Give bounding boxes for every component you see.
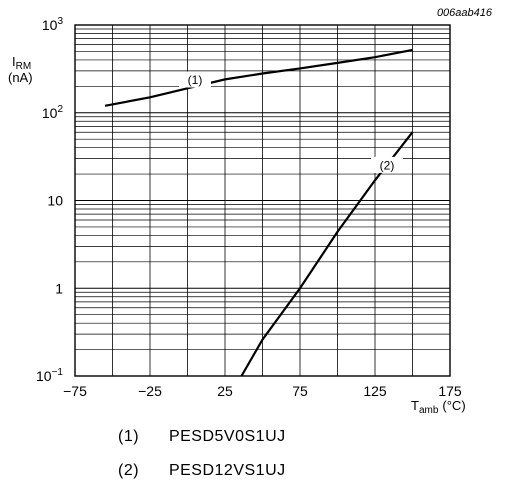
x-tick-label: 175 <box>438 383 462 399</box>
y-tick-label: 102 <box>42 104 64 121</box>
x-tick-label: 125 <box>363 383 387 399</box>
x-tick-label: −75 <box>63 383 87 399</box>
y-tick-label: 10 <box>47 193 63 209</box>
legend-text: PESD12VS1UJ <box>168 462 286 479</box>
legend-text: PESD5V0S1UJ <box>168 428 286 445</box>
legend-number: (1) <box>118 428 140 445</box>
series-label-background <box>371 156 403 173</box>
figure-id: 006aab416 <box>437 7 493 19</box>
legend-item-1: (1) PESD5V0S1UJ <box>118 428 286 446</box>
plot-frame <box>74 24 451 377</box>
y-tick-label: 103 <box>42 16 64 33</box>
x-tick-label: 75 <box>292 383 308 399</box>
x-axis-label: Tamb (°C) <box>411 398 466 416</box>
legend-item-2: (2) PESD12VS1UJ <box>118 462 286 480</box>
y-axis-unit: (nA) <box>8 70 33 85</box>
y-tick-label: 10−1 <box>36 367 63 384</box>
series-label: (2) <box>380 158 395 172</box>
y-axis-label: IRM <box>12 54 31 72</box>
series-label-background <box>179 71 211 88</box>
legend-number: (2) <box>118 462 140 479</box>
y-tick-label: 1 <box>55 280 63 296</box>
x-tick-label: 25 <box>217 383 233 399</box>
series-label: (1) <box>188 73 203 87</box>
chart: (1) (2) −75 −25 25 75 125 175 10−1 1 10 102 103 IRM(n… <box>8 7 493 416</box>
series-line-1 <box>104 48 413 107</box>
x-tick-label: −25 <box>138 383 162 399</box>
